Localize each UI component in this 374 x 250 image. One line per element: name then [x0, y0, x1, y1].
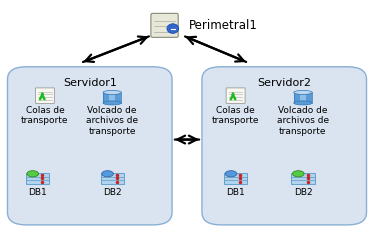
FancyBboxPatch shape	[224, 173, 247, 184]
Text: Colas de
transporte: Colas de transporte	[212, 105, 260, 124]
Bar	[103, 93, 122, 104]
Ellipse shape	[294, 102, 312, 105]
Text: DB2: DB2	[103, 187, 122, 196]
Text: Colas de
transporte: Colas de transporte	[21, 105, 69, 124]
Text: Perimetral1: Perimetral1	[189, 18, 258, 32]
FancyBboxPatch shape	[26, 173, 49, 184]
Ellipse shape	[103, 102, 122, 105]
Ellipse shape	[102, 171, 113, 177]
Text: Volcado de
archivos de
transporte: Volcado de archivos de transporte	[277, 106, 329, 135]
Bar	[294, 93, 312, 104]
FancyBboxPatch shape	[226, 88, 245, 104]
Text: Servidor1: Servidor1	[63, 78, 117, 88]
Ellipse shape	[167, 25, 179, 34]
FancyBboxPatch shape	[101, 173, 124, 184]
FancyBboxPatch shape	[291, 173, 315, 184]
Text: Servidor2: Servidor2	[257, 78, 311, 88]
Text: DB2: DB2	[294, 187, 312, 196]
Text: DB1: DB1	[28, 187, 47, 196]
FancyBboxPatch shape	[7, 68, 172, 225]
Ellipse shape	[294, 91, 312, 95]
Ellipse shape	[225, 171, 237, 177]
Ellipse shape	[103, 91, 122, 95]
Bar	[300, 93, 306, 104]
FancyBboxPatch shape	[151, 14, 178, 38]
Text: Volcado de
archivos de
transporte: Volcado de archivos de transporte	[86, 106, 138, 135]
FancyBboxPatch shape	[36, 88, 54, 104]
Text: DB1: DB1	[226, 187, 245, 196]
Ellipse shape	[292, 171, 304, 177]
Ellipse shape	[27, 171, 39, 177]
Bar	[110, 93, 115, 104]
FancyBboxPatch shape	[202, 68, 367, 225]
